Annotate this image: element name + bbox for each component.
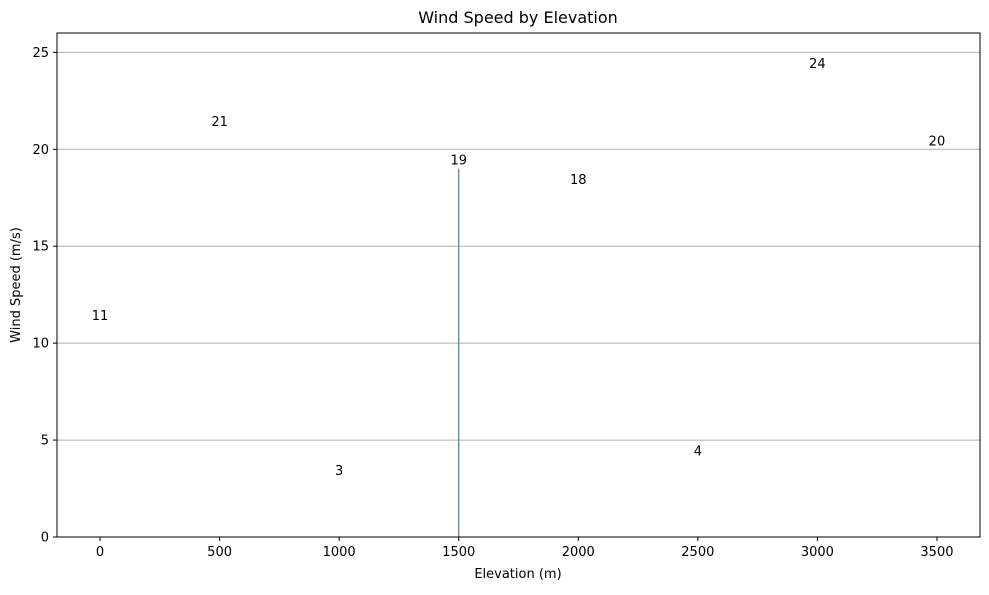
data-label: 19 [450, 154, 467, 169]
data-label: 3 [335, 464, 343, 479]
x-tick-label: 500 [207, 545, 232, 560]
bar-layer [458, 168, 460, 537]
plot-frame [56, 32, 981, 538]
x-tick-label: 1500 [442, 545, 475, 560]
y-axis-label: Wind Speed (m/s) [9, 227, 24, 343]
x-axis-label: Elevation (m) [474, 567, 561, 582]
y-tick-label: 0 [41, 531, 49, 546]
x-tick-label: 0 [96, 545, 104, 560]
data-label: 4 [694, 444, 702, 459]
y-tick-label: 25 [32, 46, 49, 61]
y-tick-label: 5 [41, 434, 49, 449]
grid-layer [57, 51, 980, 538]
data-label: 24 [809, 57, 826, 72]
data-label-layer: 11 21 3 19 18 4 24 20 [92, 57, 945, 479]
chart-title: Wind Speed by Elevation [418, 8, 618, 27]
tick-layer: 0 500 1000 1500 2000 2500 3000 3500 0 5 10 15 20 25 [32, 46, 953, 560]
bar [458, 168, 460, 537]
y-tick-label: 10 [32, 337, 49, 352]
x-tick-label: 3500 [920, 545, 953, 560]
y-tick-label: 20 [32, 143, 49, 158]
x-tick-label: 1000 [323, 545, 356, 560]
x-tick-label: 2500 [681, 545, 714, 560]
y-tick-label: 15 [32, 240, 49, 255]
data-label: 20 [929, 134, 946, 149]
x-tick-label: 2000 [562, 545, 595, 560]
data-label: 21 [211, 115, 228, 130]
data-label: 18 [570, 173, 587, 188]
x-tick-label: 3000 [801, 545, 834, 560]
data-label: 11 [92, 309, 109, 324]
